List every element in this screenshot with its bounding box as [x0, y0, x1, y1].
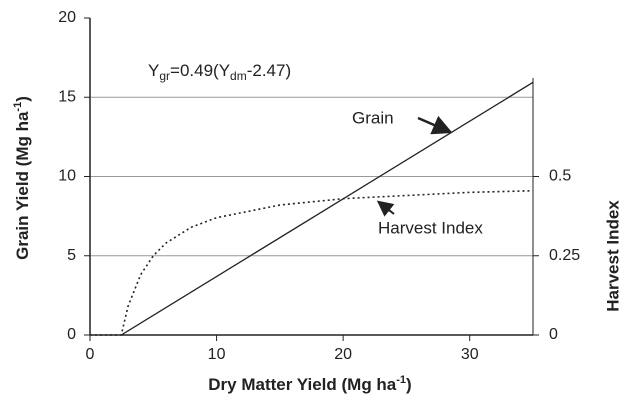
x-axis-title: Dry Matter Yield (Mg ha-1): [208, 374, 411, 395]
y-tick-label: 20: [58, 9, 76, 26]
series-line: [120, 81, 534, 336]
x-tick-label: 30: [461, 346, 479, 363]
arrow: [376, 200, 395, 217]
grain-annotation: Grain: [352, 108, 394, 127]
x-tick-label: 10: [208, 346, 226, 363]
y-tick-label: 10: [58, 168, 76, 185]
arrow: [417, 115, 453, 135]
y-tick-label: 0: [67, 326, 76, 343]
y2-axis-title: Harvest Index: [603, 200, 622, 312]
y-tick-label: 15: [58, 88, 76, 105]
y-axis-title: Grain Yield (Mg ha-1): [12, 96, 33, 260]
equation: Ygr=0.49(Ydm-2.47): [148, 61, 291, 83]
x-tick-label: 0: [86, 346, 95, 363]
y2-tick-label: 0.25: [549, 247, 580, 264]
y2-tick-label: 0: [549, 326, 558, 343]
y2-tick-label: 0.5: [549, 168, 571, 185]
x-tick-label: 20: [334, 346, 352, 363]
hi-annotation: Harvest Index: [378, 218, 483, 237]
series-line: [90, 189, 534, 336]
y-tick-label: 5: [67, 247, 76, 264]
